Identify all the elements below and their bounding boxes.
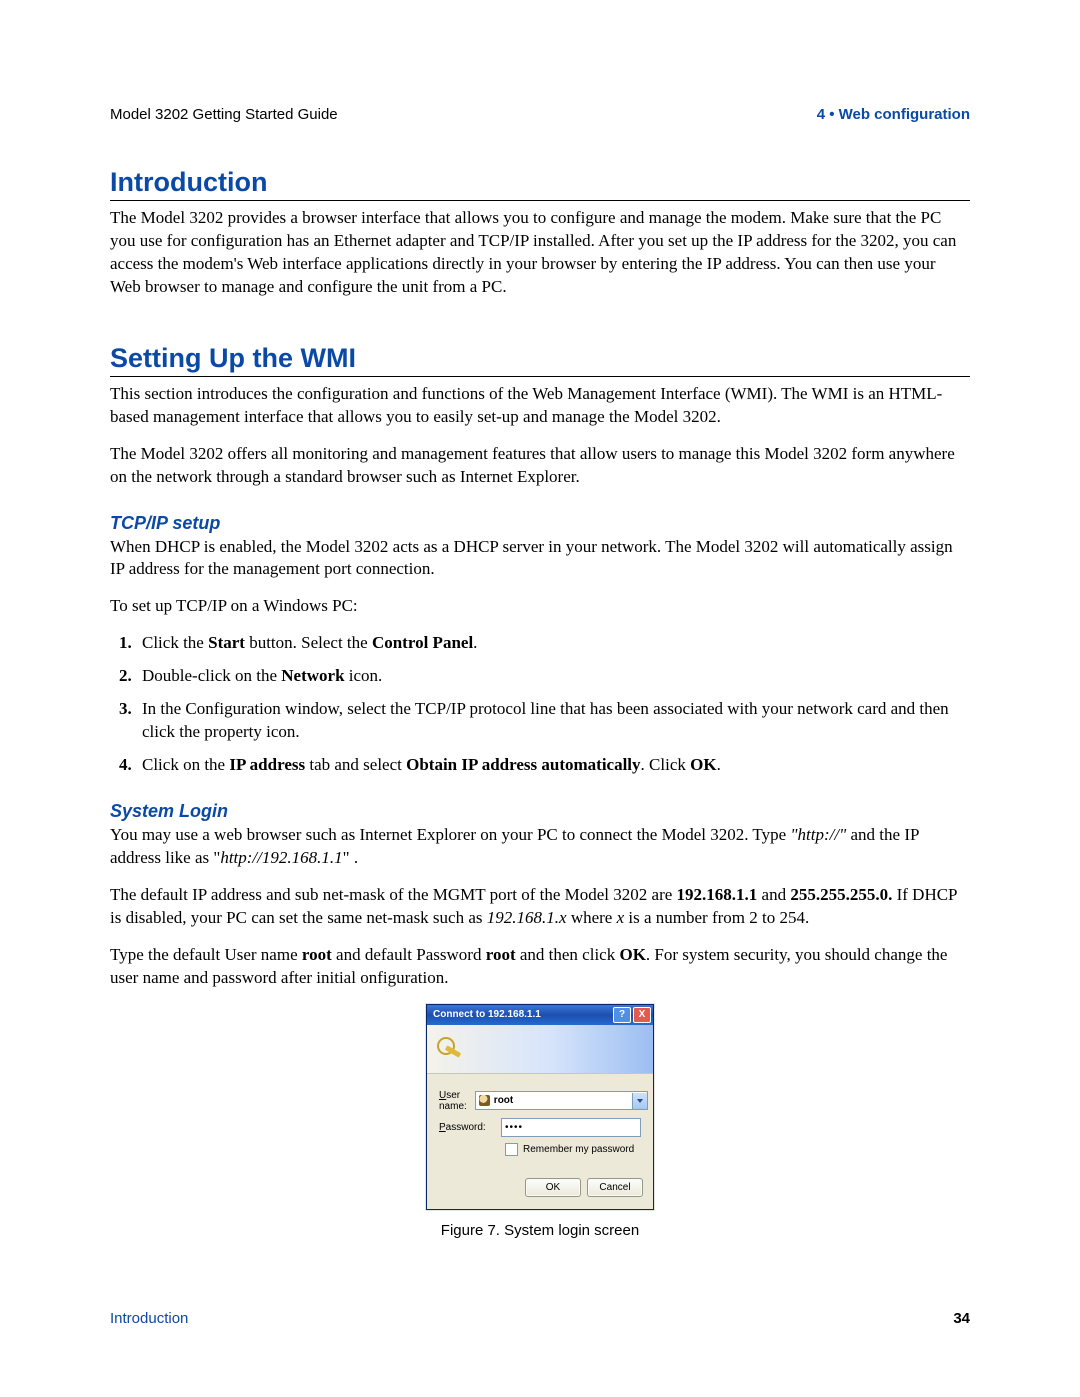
wmi-paragraph-2: The Model 3202 offers all monitoring and… (110, 443, 970, 489)
text: and (757, 885, 790, 904)
bold-obtain-auto: Obtain IP address automatically (406, 755, 640, 774)
document-page: Model 3202 Getting Started Guide 4 • Web… (0, 0, 1080, 1397)
text: Type the default User name (110, 945, 302, 964)
step-2: Double-click on the Network icon. (136, 665, 970, 688)
login-dialog: Connect to 192.168.1.1 ? X User name: (426, 1004, 654, 1210)
heading-setting-up-wmi: Setting Up the WMI (110, 343, 970, 374)
text: The default IP address and sub net-mask … (110, 885, 677, 904)
bold-ok: OK (690, 755, 716, 774)
heading-tcpip-setup: TCP/IP setup (110, 513, 970, 534)
combo-dropdown-button[interactable] (632, 1093, 647, 1109)
text: . (473, 633, 477, 652)
header-right: 4 • Web configuration (817, 106, 970, 123)
figure-caption: Figure 7. System login screen (441, 1222, 639, 1239)
username-row: User name: (439, 1090, 641, 1112)
text: where (567, 908, 617, 927)
remember-label: Remember my password (523, 1144, 634, 1155)
text: icon. (345, 666, 383, 685)
figure-login-dialog: Connect to 192.168.1.1 ? X User name: (110, 1004, 970, 1239)
bold-root-user: root (302, 945, 332, 964)
login-paragraph-1: You may use a web browser such as Intern… (110, 824, 970, 870)
ok-button[interactable]: OK (525, 1178, 581, 1197)
bold-ip-address: IP address (229, 755, 305, 774)
rule (110, 200, 970, 201)
footer-section: Introduction (110, 1310, 188, 1327)
text: tab and select (305, 755, 406, 774)
italic-iprange: 192.168.1.x (487, 908, 567, 927)
rule (110, 376, 970, 377)
password-label: Password: (439, 1122, 493, 1133)
header-left: Model 3202 Getting Started Guide (110, 106, 338, 123)
italic-x: x (617, 908, 625, 927)
remember-checkbox[interactable] (505, 1143, 518, 1156)
text: button. Select the (245, 633, 372, 652)
close-button[interactable]: X (633, 1007, 651, 1023)
heading-introduction: Introduction (110, 167, 970, 198)
bold-control-panel: Control Panel (372, 633, 473, 652)
bold-ok: OK (619, 945, 645, 964)
remember-row[interactable]: Remember my password (505, 1143, 641, 1156)
text: and default Password (332, 945, 486, 964)
password-field[interactable] (501, 1118, 641, 1137)
bold-root-pass: root (486, 945, 516, 964)
username-input[interactable] (494, 1095, 628, 1106)
footer-page-number: 34 (953, 1310, 970, 1327)
italic-http: "http://" (790, 825, 846, 844)
intro-paragraph: The Model 3202 provides a browser interf… (110, 207, 970, 299)
login-paragraph-3: Type the default User name root and defa… (110, 944, 970, 990)
dialog-title: Connect to 192.168.1.1 (433, 1009, 541, 1020)
italic-url: http://192.168.1.1 (220, 848, 342, 867)
dialog-body: User name: Password: Remember my pass (427, 1074, 653, 1178)
bold-mask: 255.255.255.0. (790, 885, 892, 904)
text: is a number from 2 to 254. (624, 908, 809, 927)
bold-network: Network (281, 666, 344, 685)
step-3: In the Configuration window, select the … (136, 698, 970, 744)
password-input[interactable] (505, 1122, 637, 1133)
cancel-button[interactable]: Cancel (587, 1178, 643, 1197)
text: " . (343, 848, 358, 867)
text: . (717, 755, 721, 774)
text: Double-click on the (142, 666, 281, 685)
text: and then click (516, 945, 620, 964)
login-paragraph-2: The default IP address and sub net-mask … (110, 884, 970, 930)
password-row: Password: (439, 1118, 641, 1137)
dialog-buttons: OK Cancel (427, 1178, 653, 1209)
tcpip-lead: To set up TCP/IP on a Windows PC: (110, 595, 970, 618)
bold-ip: 192.168.1.1 (677, 885, 758, 904)
page-header: Model 3202 Getting Started Guide 4 • Web… (110, 106, 970, 123)
keys-icon (437, 1035, 465, 1063)
tcpip-paragraph: When DHCP is enabled, the Model 3202 act… (110, 536, 970, 582)
dialog-banner (427, 1025, 653, 1074)
text: Click on the (142, 755, 229, 774)
text: . Click (641, 755, 691, 774)
bold-start: Start (208, 633, 245, 652)
step-1: Click the Start button. Select the Contr… (136, 632, 970, 655)
dialog-titlebar[interactable]: Connect to 192.168.1.1 ? X (427, 1005, 653, 1025)
text: Click the (142, 633, 208, 652)
text: You may use a web browser such as Intern… (110, 825, 790, 844)
wmi-paragraph-1: This section introduces the configuratio… (110, 383, 970, 429)
username-label: User name: (439, 1090, 467, 1112)
username-combo[interactable] (475, 1091, 648, 1110)
heading-system-login: System Login (110, 801, 970, 822)
step-4: Click on the IP address tab and select O… (136, 754, 970, 777)
user-icon (479, 1095, 490, 1106)
page-footer: Introduction 34 (110, 1310, 970, 1327)
tcpip-steps: Click the Start button. Select the Contr… (110, 632, 970, 777)
help-button[interactable]: ? (613, 1007, 631, 1023)
